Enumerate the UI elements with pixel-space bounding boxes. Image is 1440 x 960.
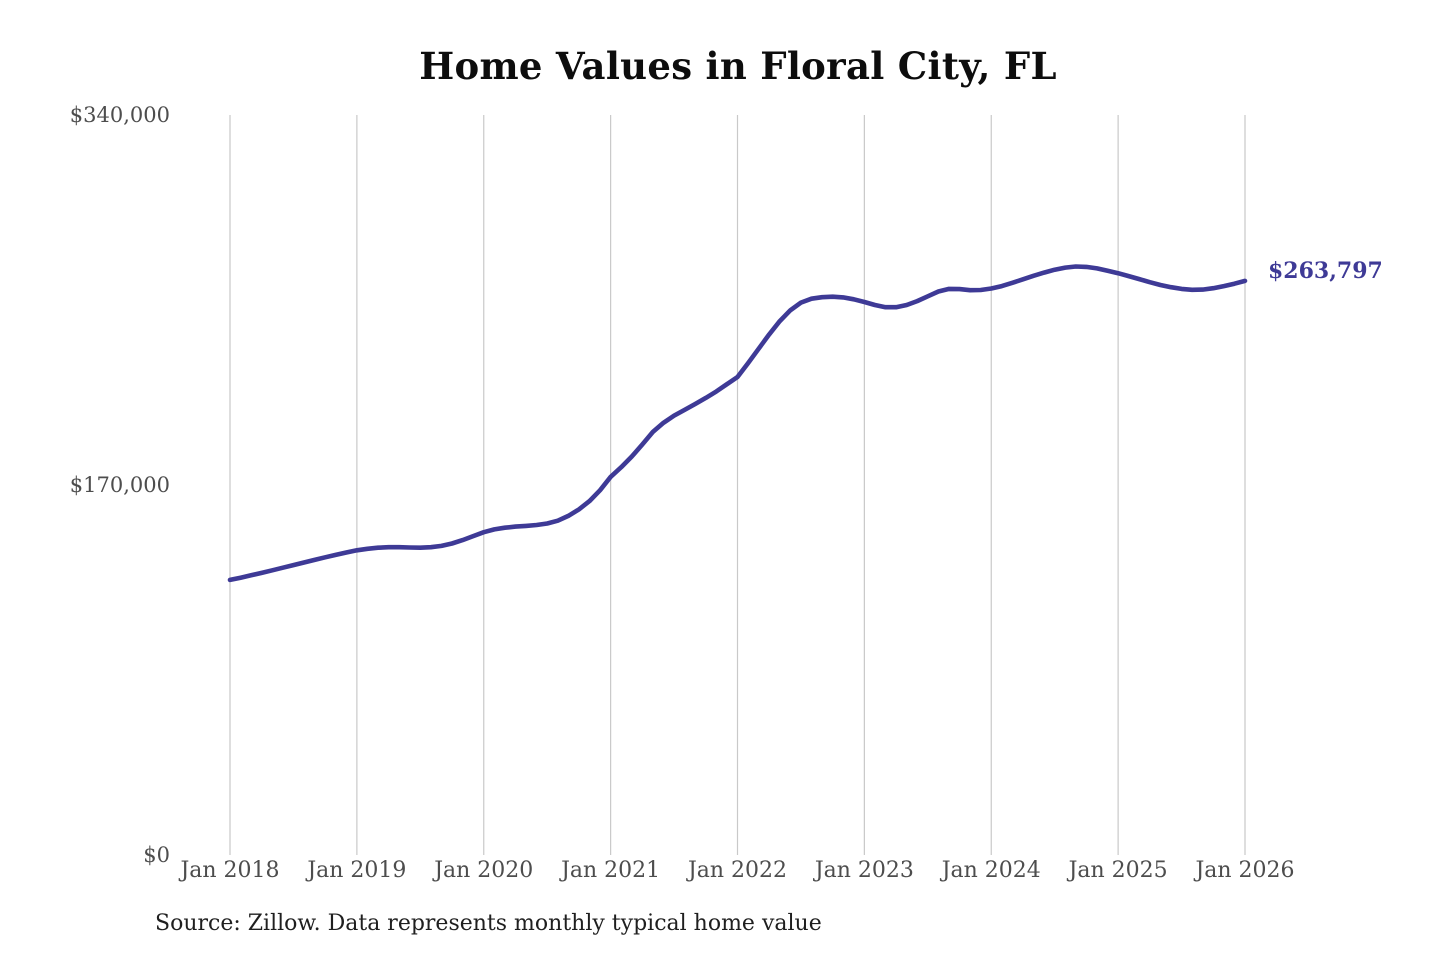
x-axis-label: Jan 2022 [687,858,788,883]
chart-title: Home Values in Floral City, FL [419,44,1057,88]
x-axis-label: Jan 2019 [307,858,407,883]
y-axis-label-zero: $0 [143,843,170,867]
home-value-line [227,264,1248,583]
x-axis-label: Jan 2021 [561,858,661,883]
y-axis-label-mid: $170,000 [69,473,170,497]
x-axis-label: Jan 2020 [434,858,534,883]
current-value-label: $263,797 [1268,258,1383,284]
y-axis-label-top: $340,000 [69,103,170,127]
x-axis-label: Jan 2026 [1195,858,1295,883]
x-axis-label: Jan 2024 [941,858,1041,883]
x-axis-label: Jan 2018 [180,858,280,883]
x-axis-label: Jan 2023 [814,858,914,883]
source-note: Source: Zillow. Data represents monthly … [155,911,822,936]
x-axis-label: Jan 2025 [1068,858,1168,883]
